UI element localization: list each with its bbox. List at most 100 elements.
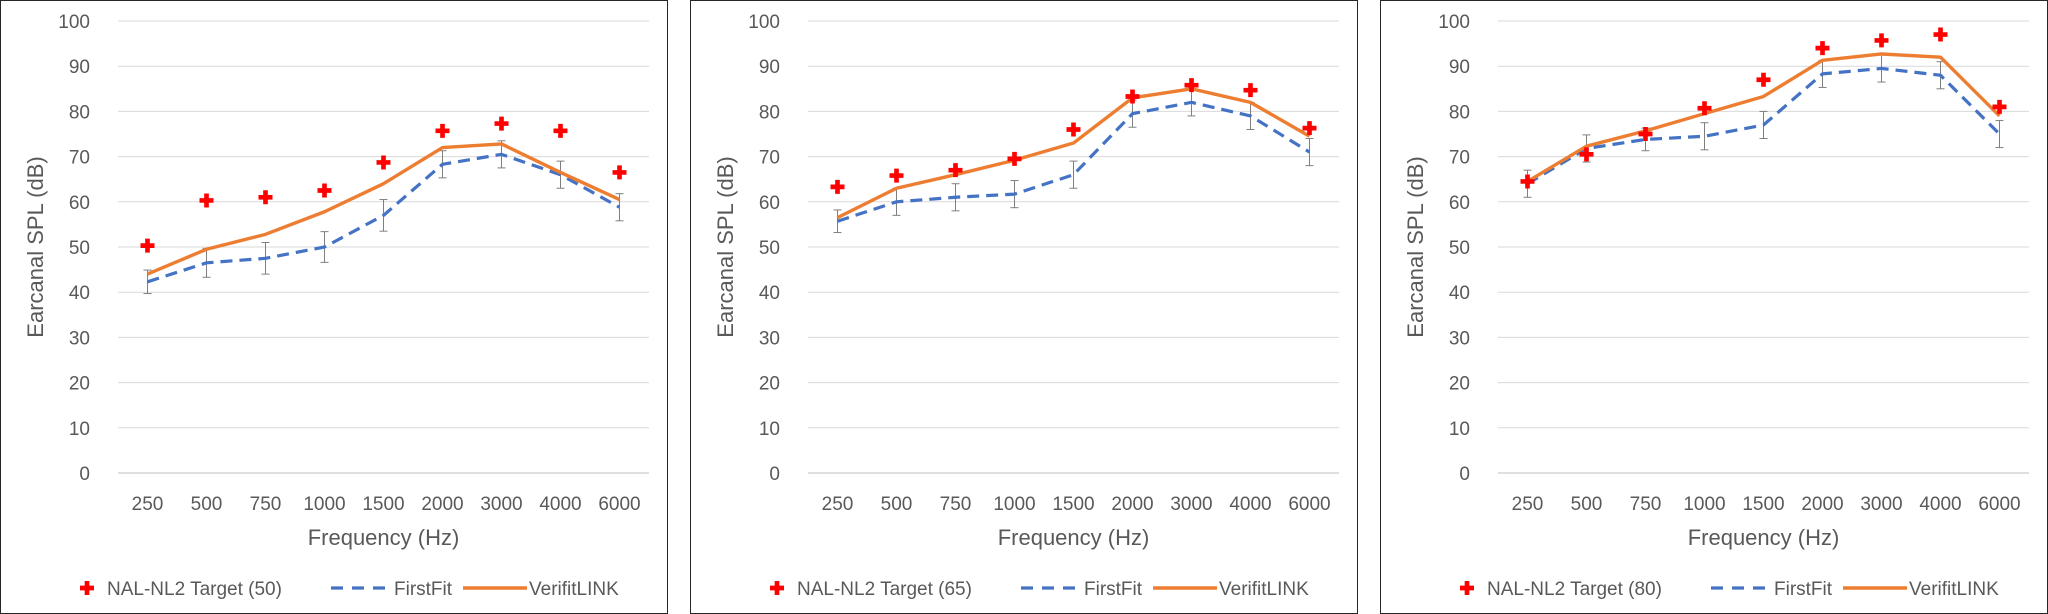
target-marker <box>1874 33 1889 48</box>
y-tick-label: 50 <box>759 238 780 259</box>
y-tick-label: 60 <box>1449 193 1470 214</box>
series-firstfit <box>1526 66 2001 186</box>
x-tick-label: 3000 <box>480 494 522 515</box>
target-marker <box>1756 72 1771 87</box>
x-tick-label: 2000 <box>1801 494 1843 515</box>
target-marker <box>317 183 332 198</box>
y-tick-label: 60 <box>759 193 780 214</box>
y-tick-label: 0 <box>79 464 90 485</box>
target-marker <box>1638 127 1653 141</box>
target-marker <box>1815 41 1830 56</box>
series-line-verifitlink <box>1526 52 2001 183</box>
legend-item-firstfit: FirstFit <box>1021 579 1143 600</box>
legend-marker-target <box>770 581 784 595</box>
x-tick-label: 500 <box>1571 494 1603 515</box>
x-tick-label: 6000 <box>598 494 640 515</box>
x-axis-title: Frequency (Hz) <box>998 525 1150 550</box>
legend-item-verifitlink: VerifitLINK <box>1843 579 1999 600</box>
legend-label-verifitlink: VerifitLINK <box>529 579 619 600</box>
y-axis-title: Earcanal SPL (dB) <box>713 156 738 337</box>
target-marker <box>1697 101 1712 116</box>
chart-panel-nal-80: 0 10 20 30 40 50 60 70 80 90 100 250 500 750 1000 1500 2… <box>1380 0 2048 614</box>
y-tick-label: 80 <box>1449 102 1470 123</box>
x-tick-label: 1500 <box>1742 494 1784 515</box>
legend-marker-target <box>80 581 94 595</box>
x-tick-label: 1500 <box>1052 494 1094 515</box>
firstfit-error-bars <box>833 88 1314 234</box>
x-axis-ticks: 250 500 750 1000 1500 2000 3000 4000 6000 <box>132 494 641 515</box>
y-tick-label: 20 <box>1449 374 1470 395</box>
y-tick-label: 40 <box>69 283 90 304</box>
target-marker <box>258 190 273 205</box>
legend-item-verifitlink: VerifitLINK <box>463 579 619 600</box>
x-tick-label: 6000 <box>1288 494 1330 515</box>
series-line-firstfit <box>147 152 621 284</box>
y-tick-label: 20 <box>69 374 90 395</box>
legend-item-target: NAL-NL2 Target (80) <box>1460 579 1662 600</box>
y-tick-label: 40 <box>1449 283 1470 304</box>
legend: NAL-NL2 Target (80) FirstFit VerifitLINK <box>1460 579 1999 600</box>
y-tick-label: 0 <box>1459 464 1470 485</box>
series-line-verifitlink <box>836 87 1311 220</box>
y-tick-label: 90 <box>759 57 780 78</box>
error-bar <box>1700 122 1709 151</box>
target-marker <box>1992 99 2007 114</box>
y-axis-title: Earcanal SPL (dB) <box>1403 156 1428 337</box>
x-axis-ticks: 250 500 750 1000 1500 2000 3000 4000 6000 <box>822 494 1331 515</box>
legend-label-target: NAL-NL2 Target (65) <box>797 579 972 600</box>
x-tick-label: 4000 <box>1229 494 1271 515</box>
y-tick-label: 40 <box>759 283 780 304</box>
series-verifitlink <box>146 142 621 276</box>
target-marker <box>1302 121 1317 136</box>
x-tick-label: 750 <box>1630 494 1662 515</box>
series-firstfit <box>147 152 621 284</box>
series-line-verifitlink <box>146 142 621 276</box>
y-tick-label: 30 <box>1449 328 1470 349</box>
y-tick-label: 90 <box>1449 57 1470 78</box>
x-tick-label: 250 <box>132 494 164 515</box>
y-tick-label: 80 <box>69 102 90 123</box>
target-marker <box>140 238 155 253</box>
legend-item-target: NAL-NL2 Target (65) <box>770 579 972 600</box>
y-axis-title: Earcanal SPL (dB) <box>23 156 48 337</box>
y-axis-ticks: 0 10 20 30 40 50 60 70 80 90 100 <box>58 12 90 485</box>
series-nal-target <box>1520 27 2007 189</box>
y-tick-label: 50 <box>69 238 90 259</box>
legend-item-target: NAL-NL2 Target (50) <box>80 579 282 600</box>
x-tick-label: 3000 <box>1170 494 1212 515</box>
error-bar <box>1995 119 2004 149</box>
y-tick-label: 30 <box>69 328 90 349</box>
series-verifitlink <box>836 87 1311 220</box>
x-tick-label: 750 <box>250 494 282 515</box>
x-tick-label: 1000 <box>993 494 1035 515</box>
x-tick-label: 3000 <box>1860 494 1902 515</box>
error-bar <box>1069 160 1078 189</box>
legend-label-verifitlink: VerifitLINK <box>1219 579 1309 600</box>
y-tick-label: 50 <box>1449 238 1470 259</box>
target-marker <box>830 179 845 194</box>
series-line-firstfit <box>836 100 1311 223</box>
target-marker <box>376 155 391 170</box>
x-tick-label: 1000 <box>303 494 345 515</box>
legend-label-firstfit: FirstFit <box>394 579 453 600</box>
target-marker <box>494 116 509 131</box>
target-marker <box>1243 83 1258 98</box>
y-tick-label: 80 <box>759 102 780 123</box>
x-tick-label: 4000 <box>1919 494 1961 515</box>
y-tick-label: 100 <box>58 12 90 33</box>
legend-label-target: NAL-NL2 Target (50) <box>107 579 282 600</box>
x-tick-label: 4000 <box>539 494 581 515</box>
x-tick-label: 250 <box>1512 494 1544 515</box>
target-marker <box>1007 151 1022 166</box>
y-tick-label: 0 <box>769 464 780 485</box>
legend-label-firstfit: FirstFit <box>1084 579 1143 600</box>
target-marker <box>1579 147 1594 162</box>
target-marker <box>612 165 627 180</box>
y-tick-label: 100 <box>748 12 780 33</box>
target-marker <box>553 123 568 138</box>
x-tick-label: 500 <box>191 494 223 515</box>
legend-label-target: NAL-NL2 Target (80) <box>1487 579 1662 600</box>
target-marker <box>1933 27 1948 42</box>
target-marker <box>1066 122 1081 137</box>
